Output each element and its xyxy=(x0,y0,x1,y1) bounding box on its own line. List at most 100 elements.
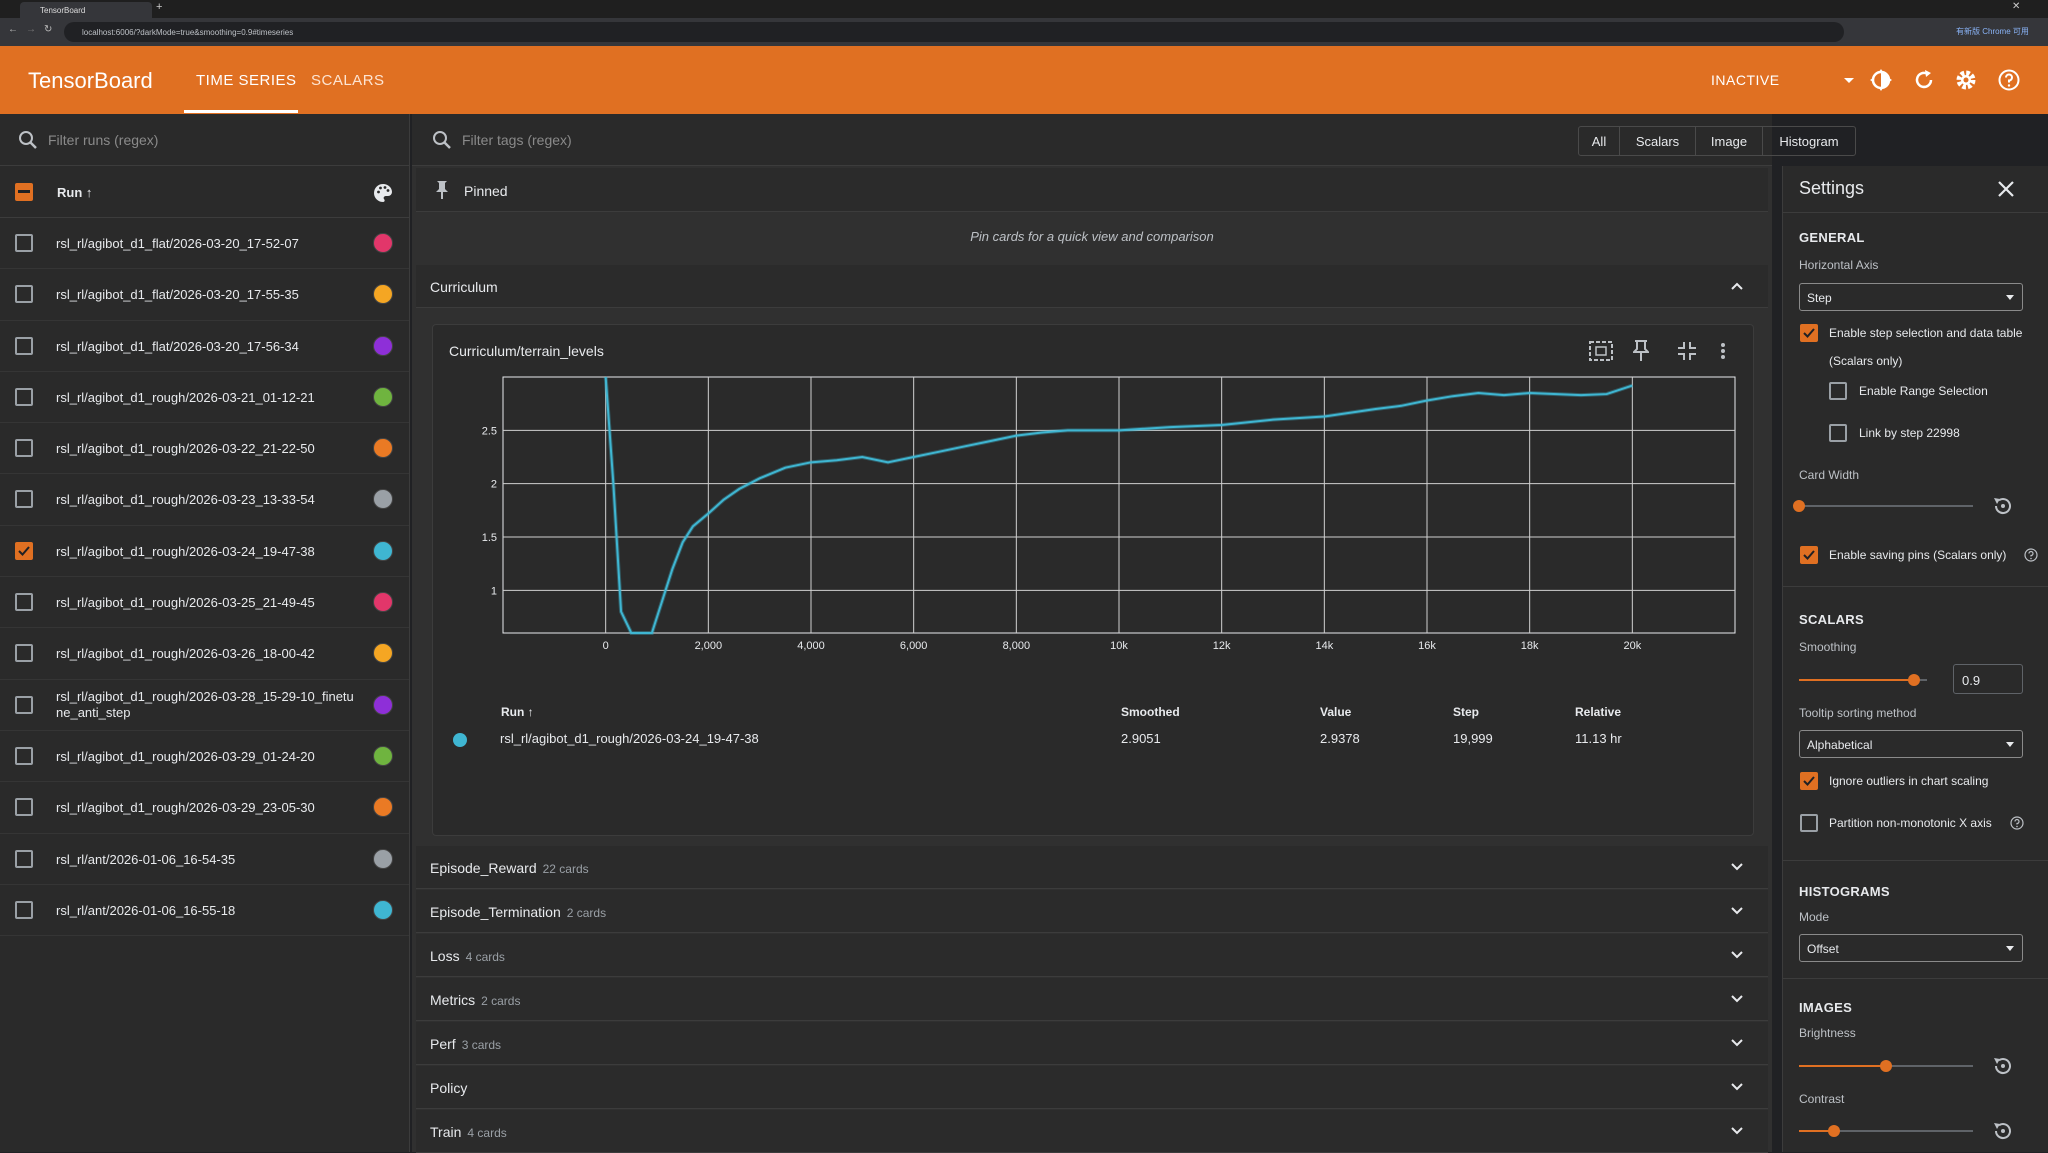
run-color-swatch[interactable] xyxy=(373,489,393,510)
reload-data-icon[interactable] xyxy=(1912,68,1936,92)
run-color-swatch[interactable] xyxy=(373,438,393,459)
help-icon[interactable] xyxy=(1997,68,2021,92)
run-checkbox[interactable] xyxy=(15,746,33,765)
col-relative[interactable]: Relative xyxy=(1575,705,1622,719)
theme-toggle-icon[interactable] xyxy=(1869,68,1893,92)
more-options-icon[interactable] xyxy=(1719,341,1727,361)
run-checkbox[interactable] xyxy=(15,695,33,714)
filter-type-image[interactable]: Image xyxy=(1695,126,1763,156)
run-checkbox[interactable] xyxy=(15,541,33,560)
fit-domain-icon[interactable] xyxy=(1589,341,1613,361)
plugin-status-dropdown[interactable]: INACTIVE xyxy=(1711,72,1780,88)
tab-time-series[interactable]: TIME SERIES xyxy=(196,72,297,89)
ignore-outliers-checkbox[interactable] xyxy=(1800,772,1818,790)
run-checkbox[interactable] xyxy=(15,644,33,663)
link-by-step-checkbox[interactable] xyxy=(1829,424,1847,442)
run-color-swatch[interactable] xyxy=(373,797,393,818)
run-row[interactable]: rsl_rl/agibot_d1_rough/2026-03-26_18-00-… xyxy=(0,628,409,680)
saving-pins-checkbox[interactable] xyxy=(1800,546,1818,564)
section-perf[interactable]: Perf 3 cards xyxy=(416,1022,1768,1065)
run-color-swatch[interactable] xyxy=(373,745,393,766)
back-icon[interactable]: ← xyxy=(8,24,18,35)
run-checkbox[interactable] xyxy=(15,336,33,355)
run-checkbox[interactable] xyxy=(15,900,33,919)
section-episode-reward[interactable]: Episode_Reward 22 cards xyxy=(416,846,1768,889)
update-chrome-label[interactable]: 有新版 Chrome 可用 xyxy=(1956,27,2029,36)
run-checkbox[interactable] xyxy=(15,285,33,304)
contrast-slider-knob[interactable] xyxy=(1827,1125,1840,1137)
run-row[interactable]: rsl_rl/agibot_d1_flat/2026-03-20_17-52-0… xyxy=(0,218,409,270)
col-value[interactable]: Value xyxy=(1320,705,1352,719)
forward-icon[interactable]: → xyxy=(26,24,36,35)
tab-scalars[interactable]: SCALARS xyxy=(311,72,385,89)
run-color-swatch[interactable] xyxy=(373,335,393,356)
run-checkbox[interactable] xyxy=(15,798,33,817)
line-chart[interactable]: 0 2,000 4,000 6,000 8,000 10k 12k 14k 16k 18k 20k 1… xyxy=(433,365,1753,665)
run-color-swatch[interactable] xyxy=(373,643,393,664)
run-column-header[interactable]: Run ↑ xyxy=(57,185,93,200)
run-color-swatch[interactable] xyxy=(373,284,393,305)
run-row[interactable]: rsl_rl/agibot_d1_flat/2026-03-20_17-56-3… xyxy=(0,321,409,372)
close-icon[interactable] xyxy=(1997,180,2015,198)
tooltip-sorting-select[interactable]: Alphabetical xyxy=(1799,730,2023,758)
run-row[interactable]: rsl_rl/agibot_d1_flat/2026-03-20_17-55-3… xyxy=(0,269,409,321)
run-color-swatch[interactable] xyxy=(373,592,393,613)
filter-type-all[interactable]: All xyxy=(1578,126,1620,156)
tag-filter-input[interactable]: Filter tags (regex) xyxy=(462,132,572,148)
run-row[interactable]: rsl_rl/agibot_d1_rough/2026-03-22_21-22-… xyxy=(0,423,409,475)
help-icon[interactable] xyxy=(2024,548,2038,562)
run-row[interactable]: rsl_rl/agibot_d1_rough/2026-03-28_15-29-… xyxy=(0,680,409,731)
step-selection-checkbox[interactable] xyxy=(1800,324,1818,342)
browser-tab[interactable]: TensorBoard xyxy=(20,2,152,18)
run-row[interactable]: rsl_rl/agibot_d1_rough/2026-03-21_01-12-… xyxy=(0,372,409,424)
run-color-swatch[interactable] xyxy=(373,233,393,253)
collapse-card-icon[interactable] xyxy=(1677,341,1697,361)
run-row[interactable]: rsl_rl/agibot_d1_rough/2026-03-25_21-49-… xyxy=(0,577,409,629)
run-row[interactable]: rsl_rl/agibot_d1_rough/2026-03-23_13-33-… xyxy=(0,474,409,526)
reset-contrast-icon[interactable] xyxy=(1991,1119,2015,1143)
settings-gear-icon[interactable] xyxy=(1954,68,1978,92)
filter-type-histogram[interactable]: Histogram xyxy=(1762,126,1856,156)
run-row[interactable]: rsl_rl/ant/2026-01-06_16-55-18 xyxy=(0,885,409,937)
run-row[interactable]: rsl_rl/agibot_d1_rough/2026-03-24_19-47-… xyxy=(0,526,409,578)
section-train[interactable]: Train 4 cards xyxy=(416,1110,1768,1153)
run-row[interactable]: rsl_rl/agibot_d1_rough/2026-03-29_23-05-… xyxy=(0,782,409,834)
filter-type-scalars[interactable]: Scalars xyxy=(1619,126,1696,156)
col-smoothed[interactable]: Smoothed xyxy=(1121,705,1180,719)
horizontal-axis-select[interactable]: Step xyxy=(1799,283,2023,311)
card-width-slider-knob[interactable] xyxy=(1793,500,1805,512)
card-width-slider[interactable] xyxy=(1799,505,1973,507)
address-bar[interactable]: localhost:6006/?darkMode=true&smoothing=… xyxy=(64,22,1844,42)
run-color-swatch[interactable] xyxy=(373,899,393,920)
reload-icon[interactable]: ↻ xyxy=(44,24,53,35)
pin-card-icon[interactable] xyxy=(1633,340,1649,362)
run-checkbox[interactable] xyxy=(15,490,33,509)
run-checkbox[interactable] xyxy=(15,234,33,252)
contrast-slider[interactable] xyxy=(1799,1130,1973,1132)
smoothing-input[interactable]: 0.9 xyxy=(1953,664,2023,694)
select-all-checkbox[interactable] xyxy=(15,183,33,201)
close-window-icon[interactable]: ✕ xyxy=(2012,1,2021,12)
section-loss[interactable]: Loss 4 cards xyxy=(416,934,1768,977)
run-row[interactable]: rsl_rl/agibot_d1_rough/2026-03-29_01-24-… xyxy=(0,731,409,783)
smoothing-slider-knob[interactable] xyxy=(1908,674,1921,686)
section-episode-termination[interactable]: Episode_Termination 2 cards xyxy=(416,890,1768,933)
run-checkbox[interactable] xyxy=(15,593,33,612)
col-run[interactable]: Run ↑ xyxy=(501,705,534,719)
section-policy[interactable]: Policy xyxy=(416,1066,1768,1109)
brightness-slider-knob[interactable] xyxy=(1880,1060,1892,1072)
run-color-swatch[interactable] xyxy=(373,540,393,561)
reset-card-width-icon[interactable] xyxy=(1991,494,2015,518)
help-icon[interactable] xyxy=(2010,816,2024,830)
reset-brightness-icon[interactable] xyxy=(1991,1054,2015,1078)
palette-icon[interactable] xyxy=(372,182,394,204)
range-selection-checkbox[interactable] xyxy=(1829,382,1847,400)
run-row[interactable]: rsl_rl/ant/2026-01-06_16-54-35 xyxy=(0,834,409,885)
run-color-swatch[interactable] xyxy=(373,694,393,715)
run-checkbox[interactable] xyxy=(15,439,33,458)
col-step[interactable]: Step xyxy=(1453,705,1480,719)
run-color-swatch[interactable] xyxy=(373,848,393,869)
partition-checkbox[interactable] xyxy=(1800,814,1818,832)
section-curriculum[interactable]: Curriculum xyxy=(416,265,1768,308)
histogram-mode-select[interactable]: Offset xyxy=(1799,934,2023,962)
